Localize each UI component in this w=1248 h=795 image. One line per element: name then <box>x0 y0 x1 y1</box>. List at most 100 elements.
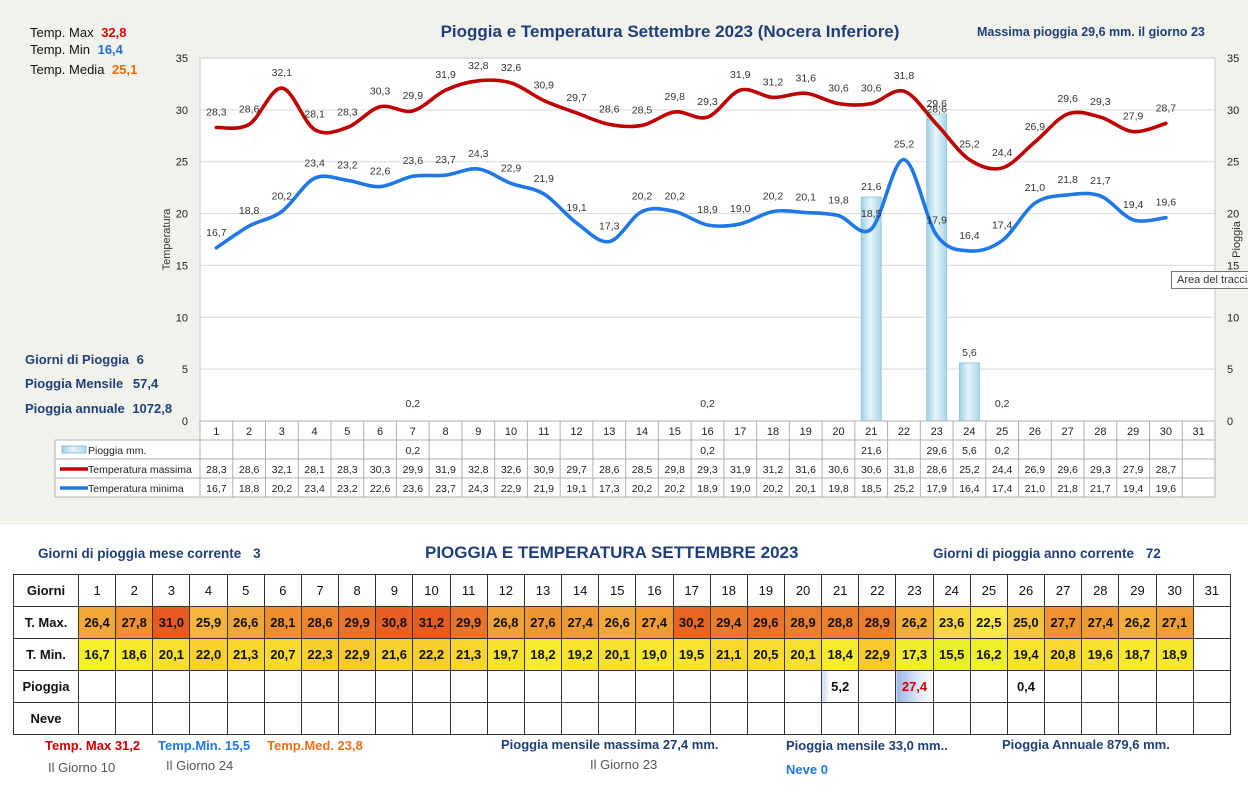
table-cell-value: 29,3 <box>697 464 718 476</box>
x-tick-label: 5 <box>344 426 350 438</box>
tmax-cell: 27,7 <box>1044 606 1083 639</box>
day-cell: 9 <box>375 574 414 607</box>
tmax-cell: 29,6 <box>746 606 785 639</box>
snow-cell <box>932 702 971 735</box>
stat-tmin-value: 16,4 <box>97 42 123 57</box>
tmax-data-label: 31,6 <box>796 72 817 84</box>
footer-tmax-day: Il Giorno 10 <box>48 760 116 775</box>
table-cell-value: 29,6 <box>926 445 947 457</box>
table-cell-value: 16,7 <box>206 483 227 495</box>
y2-tick-label: 5 <box>1227 364 1233 376</box>
table-cell-value: 31,2 <box>763 464 784 476</box>
tmax-cell: 28,9 <box>858 606 897 639</box>
tmax-data-label: 24,4 <box>992 147 1013 159</box>
stat-tavg: Temp. Media 25,1 <box>30 62 137 77</box>
snow-cell <box>1192 702 1232 735</box>
table-title: PIOGGIA E TEMPERATURA SETTEMBRE 2023 <box>425 543 799 562</box>
table-cell-value: 29,3 <box>1090 464 1111 476</box>
x-tick-label: 15 <box>669 426 681 438</box>
rain-cell <box>709 670 748 703</box>
tmin-cell: 22,9 <box>858 638 897 671</box>
chart-title: Pioggia e Temperatura Settembre 2023 (No… <box>441 22 900 41</box>
rain-label: 5,6 <box>962 347 977 359</box>
rain-label: 0,2 <box>700 398 715 410</box>
rain-cell <box>412 670 451 703</box>
snow-cell <box>895 702 934 735</box>
legend-entry: Temperatura minima <box>88 483 184 495</box>
table-cell-value: 18,5 <box>861 483 882 495</box>
y2-tick-label: 15 <box>1227 260 1239 272</box>
tmin-cell: 20,1 <box>152 638 191 671</box>
snow-cell <box>1118 702 1157 735</box>
tmin-data-label: 20,1 <box>796 192 817 204</box>
day-cell: 26 <box>1006 574 1046 607</box>
plot-area-tooltip: Area del tracciato <box>1171 271 1248 289</box>
table-cell-value: 29,8 <box>665 464 686 476</box>
snow-cell <box>1155 702 1194 735</box>
tmin-data-label: 16,7 <box>206 227 227 239</box>
tmin-series-line <box>214 157 1168 253</box>
tmin-cell: 19,4 <box>1006 638 1046 671</box>
day-cell: 17 <box>672 574 711 607</box>
tmin-data-label: 21,0 <box>1025 182 1046 194</box>
tmin-cell: 18,7 <box>1118 638 1157 671</box>
table-cell-value: 20,2 <box>763 483 784 495</box>
x-tick-label: 26 <box>1029 426 1041 438</box>
tmin-cell: 21,6 <box>375 638 414 671</box>
snow-cell <box>1081 702 1120 735</box>
footer-rain-max: Pioggia mensile massima 27,4 mm. <box>501 737 719 752</box>
tmax-data-label: 29,3 <box>697 96 718 108</box>
rain-cell <box>1155 670 1194 703</box>
tmax-data-label: 28,3 <box>337 106 358 118</box>
tmax-cell: 26,2 <box>1118 606 1157 639</box>
rain-label: 21,6 <box>861 181 882 193</box>
table-cell-value: 21,0 <box>1025 483 1046 495</box>
stat-tmin-label: Temp. Min <box>30 42 90 57</box>
day-cell: 18 <box>709 574 748 607</box>
x-tick-label: 19 <box>800 426 812 438</box>
x-tick-label: 7 <box>410 426 416 438</box>
day-cell: 12 <box>486 574 525 607</box>
day-cell: 21 <box>821 574 860 607</box>
rain-cell <box>152 670 191 703</box>
x-tick-label: 6 <box>377 426 383 438</box>
x-tick-label: 14 <box>636 426 648 438</box>
table-cell-value: 30,9 <box>534 464 555 476</box>
table-cell-value: 28,6 <box>239 464 260 476</box>
rain-days-month-note: Giorni di pioggia mese corrente 3 <box>38 546 261 561</box>
table-cell-value: 30,6 <box>828 464 849 476</box>
tmin-cell: 18,6 <box>115 638 154 671</box>
snow-cell <box>338 702 377 735</box>
y-tick-label: 25 <box>176 157 188 169</box>
table-cell-value: 28,3 <box>206 464 227 476</box>
tmax-cell: 22,5 <box>969 606 1008 639</box>
rain-cell <box>338 670 377 703</box>
x-tick-label: 4 <box>312 426 318 438</box>
tmin-cell: 19,0 <box>635 638 674 671</box>
tmax-data-label: 28,6 <box>239 103 260 115</box>
table-cell-value: 0,2 <box>406 445 421 457</box>
table-row: T. Max. 26,4 27,8 31,0 25,9 26,6 28,1 28,6 29,9 3… <box>13 606 1232 639</box>
rain-days-year-label: Giorni di pioggia anno corrente <box>933 546 1135 561</box>
y2-axis-title: Pioggia <box>1231 220 1243 258</box>
table-cell-value: 21,7 <box>1090 483 1111 495</box>
x-tick-label: 17 <box>734 426 746 438</box>
rain-cell: 5,2 <box>821 670 860 703</box>
snow-cell <box>858 702 897 735</box>
y2-tick-label: 10 <box>1227 312 1239 324</box>
tmin-cell: 22,9 <box>338 638 377 671</box>
tmax-data-label: 29,8 <box>665 91 686 103</box>
tmax-cell: 26,4 <box>77 606 117 639</box>
tmin-data-label: 17,9 <box>926 214 947 226</box>
y2-tick-label: 25 <box>1227 157 1239 169</box>
footer-rain-month: Pioggia mensile 33,0 mm.. <box>786 738 948 753</box>
snow-cell <box>486 702 525 735</box>
day-cell: 4 <box>189 574 228 607</box>
tmin-data-label: 20,2 <box>665 190 686 202</box>
rain-days-value: 6 <box>136 352 144 367</box>
tmax-data-label: 28,6 <box>599 103 620 115</box>
x-tick-label: 20 <box>832 426 844 438</box>
tmax-cell: 27,4 <box>635 606 674 639</box>
table-cell-value: 31,8 <box>894 464 915 476</box>
